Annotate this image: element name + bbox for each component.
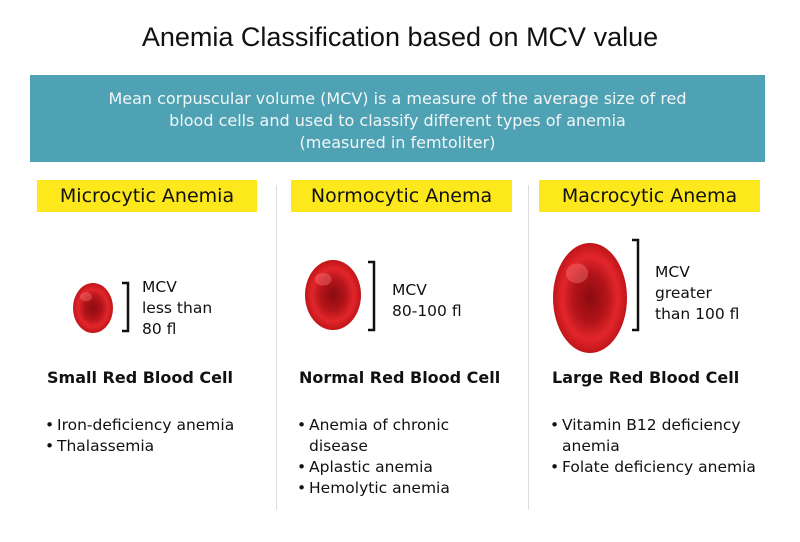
mcv-line: 80 fl: [142, 320, 177, 338]
cell-size-label: Large Red Blood Cell: [552, 368, 740, 387]
mcv-line: greater: [655, 284, 712, 302]
cell-highlight: [565, 263, 589, 284]
mcv-line: 80-100 fl: [392, 302, 462, 320]
cell-size-label: Normal Red Blood Cell: [299, 368, 501, 387]
bullet-list: Vitamin B12 deficiency anemiaFolate defi…: [550, 415, 765, 478]
mcv-label: MCV greater than 100 fl: [655, 262, 739, 325]
mcv-line: MCV: [392, 281, 427, 299]
banner-line: blood cells and used to classify differe…: [169, 111, 626, 130]
banner: Mean corpuscular volume (MCV) is a measu…: [30, 75, 765, 162]
divider: [528, 185, 529, 510]
bullet-item: Hemolytic anemia: [297, 478, 472, 499]
bullet-list: Iron-deficiency anemiaThalassemia: [45, 415, 270, 457]
mcv-line: than 100 fl: [655, 305, 740, 323]
bullet-item: Iron-deficiency anemia: [45, 415, 270, 436]
banner-line: Mean corpuscular volume (MCV) is a measu…: [108, 89, 687, 108]
mcv-label: MCV less than 80 fl: [142, 277, 212, 340]
mcv-line: less than: [142, 299, 213, 317]
bullet-item: Aplastic anemia: [297, 457, 472, 478]
red-blood-cell: [305, 260, 361, 330]
red-blood-cell: [553, 243, 627, 353]
column-heading: Macrocytic Anema: [539, 180, 760, 212]
column-heading: Microcytic Anemia: [37, 180, 257, 212]
cell-highlight: [314, 272, 332, 286]
divider: [276, 185, 277, 510]
bullet-list: Anemia of chronic diseaseAplastic anemia…: [297, 415, 472, 499]
bullet-item: Vitamin B12 deficiency anemia: [550, 415, 765, 457]
cell-highlight: [80, 292, 92, 302]
mcv-line: MCV: [655, 263, 690, 281]
cell-size-label: Small Red Blood Cell: [47, 368, 233, 387]
bullet-item: Folate deficiency anemia: [550, 457, 765, 478]
mcv-label: MCV 80-100 fl: [392, 280, 462, 322]
title: Anemia Classification based on MCV value: [141, 22, 659, 52]
bracket: [632, 238, 640, 332]
banner-line: (measured in femtoliter): [299, 133, 496, 152]
bullet-item: Anemia of chronic disease: [297, 415, 472, 457]
mcv-line: MCV: [142, 278, 177, 296]
bracket: [122, 281, 130, 333]
red-blood-cell: [73, 283, 113, 333]
bullet-item: Thalassemia: [45, 436, 270, 457]
column-heading: Normocytic Anema: [291, 180, 512, 212]
bracket: [368, 260, 376, 332]
